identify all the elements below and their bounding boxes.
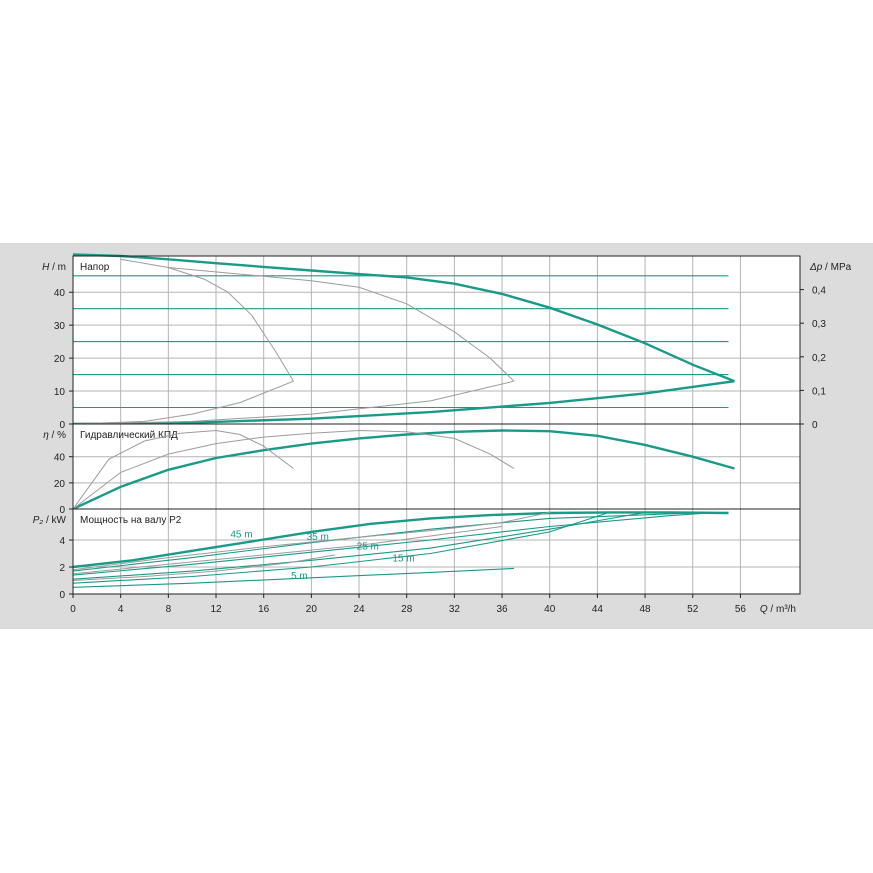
curve-label: 5 m — [291, 571, 308, 582]
curve-label: 15 m — [392, 554, 414, 565]
x-tick-label: 56 — [735, 604, 747, 615]
y-tick-label: 2 — [59, 563, 65, 574]
chart-panel: 0 10 20 30 40 0 0,1 0,2 0,3 0,4 Δp / MPa H / m Напор… — [0, 243, 873, 629]
y2-tick-label: 0,2 — [812, 353, 826, 364]
series-line — [72, 511, 550, 571]
y-tick-label: 0 — [59, 590, 65, 601]
y-tick-label: 20 — [54, 479, 66, 490]
y2-tick-label: 0,3 — [812, 319, 826, 330]
series-line — [72, 253, 735, 383]
y-axis-label: P₂ / kW — [33, 515, 67, 526]
panel-title: Напор — [80, 262, 110, 273]
plot-area — [73, 424, 800, 509]
series-line — [72, 511, 729, 569]
x-tick-label: 12 — [210, 604, 222, 615]
panel-title: Гидравлический КПД — [80, 430, 178, 441]
plot-frame — [72, 508, 801, 595]
x-tick-label: 36 — [496, 604, 508, 615]
series-line — [72, 380, 294, 425]
x-axis-label: Q / m³/h — [760, 604, 796, 615]
series-line — [72, 554, 336, 581]
x-tick-label: 20 — [306, 604, 318, 615]
y-tick-label: 0 — [59, 420, 65, 431]
y-tick-label: 20 — [54, 354, 66, 365]
x-tick-label: 32 — [449, 604, 461, 615]
x-tick-label: 8 — [166, 604, 172, 615]
y-tick-label: 40 — [54, 288, 66, 299]
y-axis-label: H / m — [42, 262, 66, 273]
series-line — [72, 380, 515, 425]
curve-label: 45 m — [230, 529, 252, 540]
y2-tick-label: 0 — [812, 420, 818, 431]
plot-area — [73, 256, 800, 424]
y2-tick-label: 0,1 — [812, 386, 826, 397]
series-line — [72, 429, 735, 511]
y2-axis-label: Δp / MPa — [809, 262, 852, 273]
series-line — [72, 429, 294, 510]
x-tick-label: 24 — [353, 604, 365, 615]
x-tick-label: 4 — [118, 604, 124, 615]
series-line — [72, 511, 729, 572]
x-tick-label: 48 — [640, 604, 652, 615]
series-line — [72, 380, 735, 426]
curve-label: 25 m — [357, 541, 379, 552]
y-tick-label: 10 — [54, 387, 66, 398]
series-line — [72, 567, 515, 588]
y2-tick-label: 0,4 — [812, 286, 826, 297]
y-tick-label: 0 — [59, 505, 65, 516]
series-line — [72, 429, 515, 510]
curve-label: 35 m — [307, 532, 329, 543]
series-line — [72, 511, 610, 584]
series-line — [72, 526, 503, 575]
series-line — [168, 267, 515, 382]
y-tick-label: 4 — [59, 536, 65, 547]
series-line — [72, 511, 717, 576]
x-tick-label: 16 — [258, 604, 270, 615]
x-tick-label: 0 — [70, 604, 76, 615]
x-tick-label: 52 — [687, 604, 699, 615]
y-tick-label: 40 — [54, 453, 66, 464]
x-tick-label: 44 — [592, 604, 604, 615]
panel-title: Мощность на валу P2 — [80, 515, 182, 526]
y-tick-label: 30 — [54, 321, 66, 332]
x-tick-label: 40 — [544, 604, 556, 615]
y-axis-label: η / % — [43, 430, 66, 441]
x-tick-label: 28 — [401, 604, 413, 615]
